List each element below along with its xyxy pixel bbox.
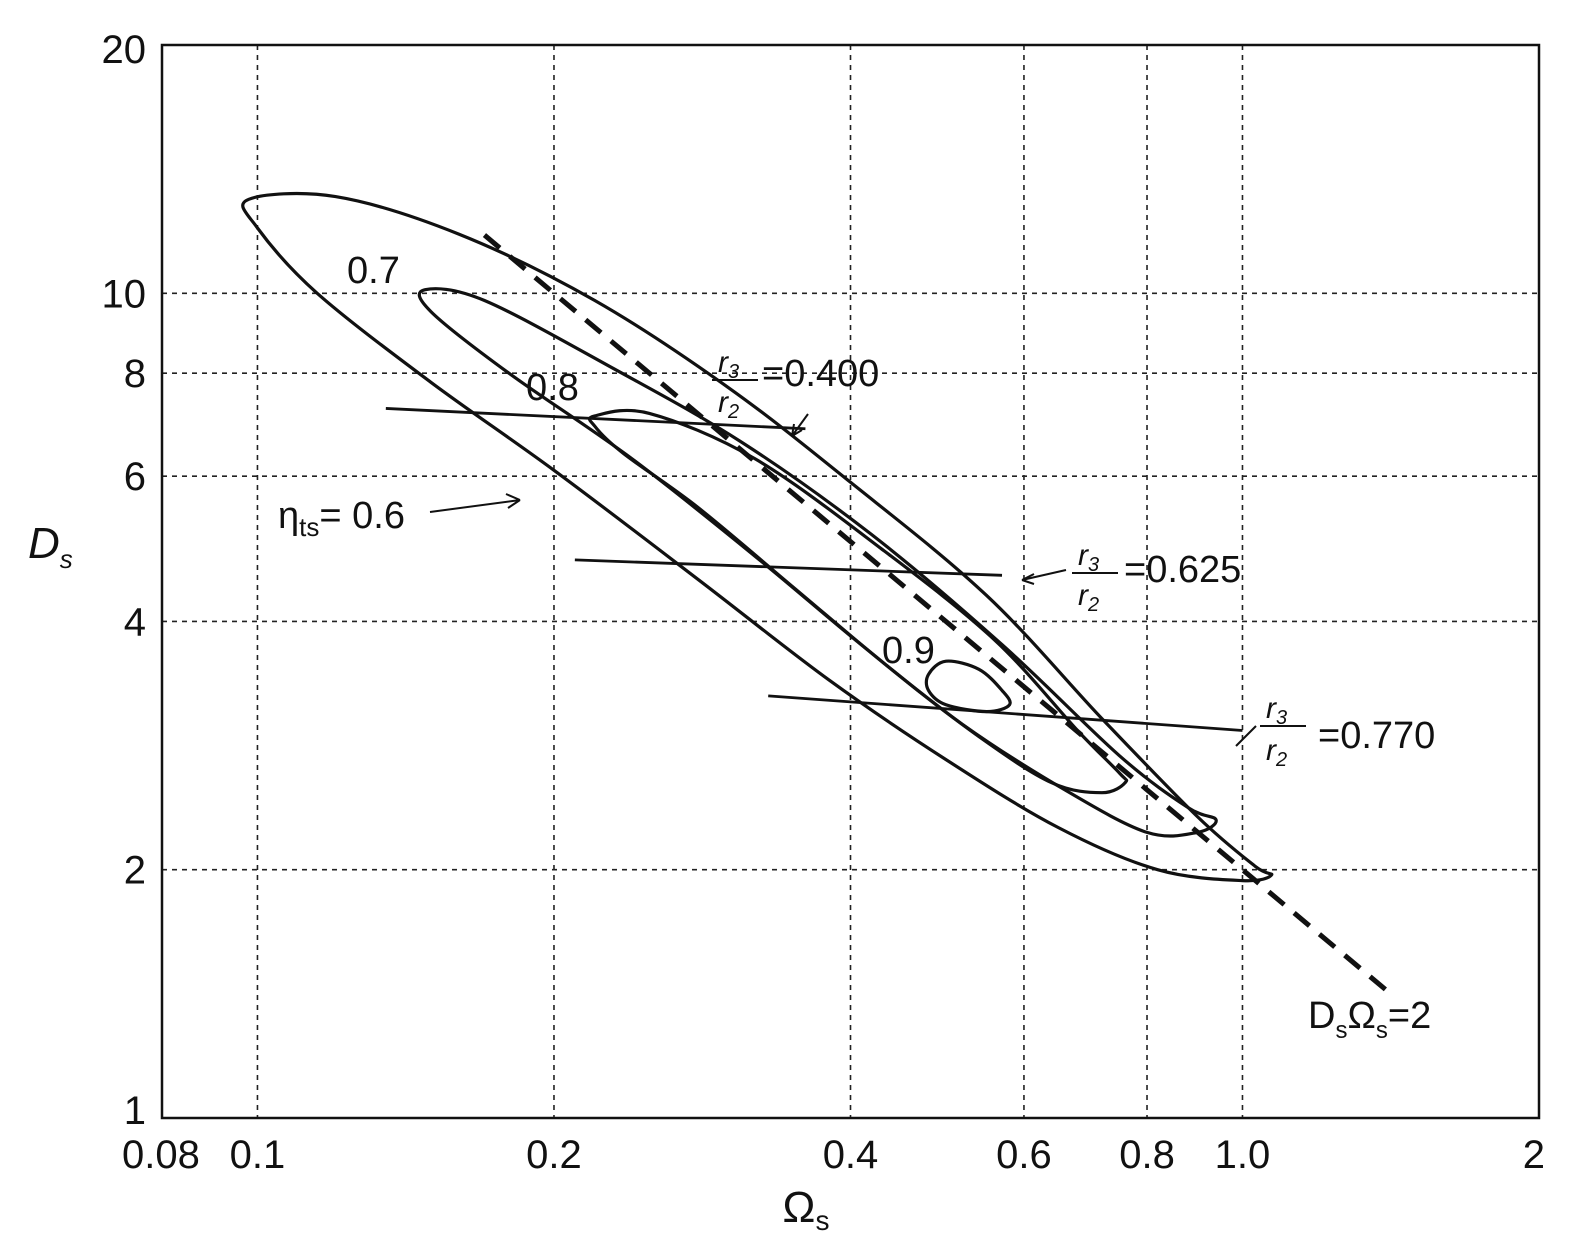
x-tick-label-6: 1.0 xyxy=(1215,1133,1271,1177)
svg-text:=0.625: =0.625 xyxy=(1124,549,1241,591)
x-tick-label-4: 0.6 xyxy=(996,1133,1052,1177)
contour-label-08: 0.8 xyxy=(526,367,579,409)
y-tick-label-5: 10 xyxy=(102,272,147,316)
ratio-label-0625: r3 r2 =0.625 xyxy=(1072,539,1241,616)
ratio-label-0770: r3 r2 =0.770 xyxy=(1260,692,1435,771)
y-axis-title: Ds xyxy=(28,519,73,574)
ratio-0400-leader xyxy=(791,413,809,437)
y-tick-label-0: 1 xyxy=(124,1089,146,1133)
dashed-line-group xyxy=(482,233,1389,993)
contour-label-09: 0.9 xyxy=(882,630,935,672)
dashed-line-ds-omega xyxy=(482,233,1389,993)
r3-r2-lines xyxy=(385,407,1243,732)
svg-text:r3: r3 xyxy=(718,346,739,383)
r3-r2-line-0 xyxy=(385,407,806,431)
y-tick-label-2: 4 xyxy=(124,600,146,644)
svg-text:r3: r3 xyxy=(1078,539,1099,576)
x-tick-label-3: 0.4 xyxy=(823,1133,879,1177)
x-tick-label-0: 0.08 xyxy=(122,1133,200,1177)
eta-label: ηts= 0.6 xyxy=(278,495,405,542)
dashed-line-label: DsΩs=2 xyxy=(1308,995,1431,1044)
contours xyxy=(241,191,1274,883)
x-axis-title: Ωs xyxy=(783,1183,830,1236)
svg-text:=0.770: =0.770 xyxy=(1318,715,1435,757)
x-tick-label-1: 0.1 xyxy=(230,1133,286,1177)
eta-leader-arrow xyxy=(429,493,521,513)
y-tick-label-4: 8 xyxy=(124,352,146,396)
contour-09 xyxy=(924,659,1012,714)
y-tick-label-1: 2 xyxy=(124,849,146,893)
y-tick-label-3: 6 xyxy=(124,455,146,499)
svg-text:r2: r2 xyxy=(718,386,739,423)
x-tick-label-2: 0.2 xyxy=(526,1133,582,1177)
plot-frame xyxy=(160,43,1541,1120)
y-tick-labels: 1 2 4 6 8 10 20 xyxy=(102,28,147,1133)
ratio-label-0400: r3 r2 =0.400 xyxy=(712,346,879,423)
svg-text:r2: r2 xyxy=(1078,579,1099,616)
svg-text:r2: r2 xyxy=(1266,734,1287,771)
contour-08 xyxy=(587,408,1129,795)
x-tick-labels: 0.08 0.1 0.2 0.4 0.6 0.8 1.0 2 xyxy=(122,1133,1545,1177)
contour-06 xyxy=(241,191,1274,883)
svg-text:r3: r3 xyxy=(1266,692,1287,729)
r3-r2-line-1 xyxy=(574,558,1003,577)
x-tick-label-5: 0.8 xyxy=(1119,1133,1175,1177)
grid xyxy=(162,45,1539,1118)
svg-text:=0.400: =0.400 xyxy=(762,353,879,395)
y-tick-label-6: 20 xyxy=(102,28,147,72)
x-tick-label-7: 2 xyxy=(1523,1133,1545,1177)
ratio-0625-leader xyxy=(1021,569,1067,585)
r3-r2-line-2 xyxy=(768,694,1243,732)
contour-label-07: 0.7 xyxy=(347,250,400,292)
ratio-0770-leader xyxy=(1235,725,1257,747)
